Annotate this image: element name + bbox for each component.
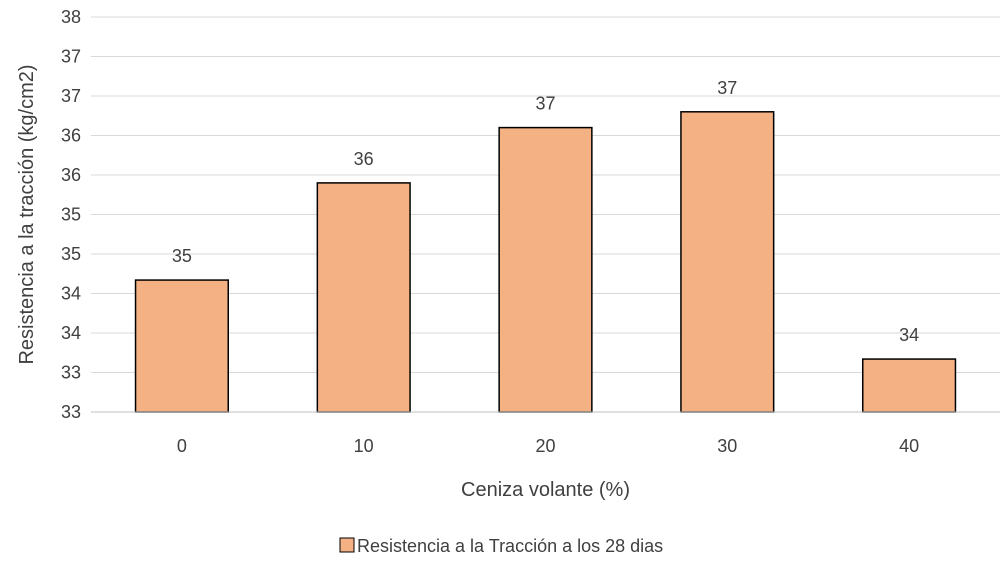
legend-swatch	[339, 537, 355, 553]
data-label: 37	[717, 78, 737, 98]
y-axis-ticks: 33 33 34 34 35 35 36 36 37 37 38	[61, 7, 81, 422]
y-tick-label: 36	[61, 126, 81, 146]
y-tick-label: 34	[61, 323, 81, 343]
data-label: 34	[899, 325, 919, 345]
x-tick-label: 20	[535, 436, 555, 456]
bar	[134, 279, 230, 413]
y-tick-label: 37	[61, 86, 81, 106]
x-tick-label: 0	[177, 436, 187, 456]
legend: Resistencia a la Tracción a los 28 dias	[339, 536, 663, 556]
y-tick-label: 35	[61, 244, 81, 264]
bar	[498, 126, 593, 413]
y-tick-label: 35	[61, 205, 81, 225]
y-tick-label: 38	[61, 7, 81, 27]
data-label: 36	[354, 149, 374, 169]
y-tick-label: 37	[61, 47, 81, 67]
y-tick-label: 33	[61, 363, 81, 383]
y-tick-label: 34	[61, 284, 81, 304]
y-axis-title: Resistencia a la tracción (kg/cm2)	[16, 64, 38, 364]
x-axis-ticks: 0 10 20 30 40	[177, 436, 919, 456]
y-tick-label: 36	[61, 165, 81, 185]
data-label: 35	[172, 246, 192, 266]
bar	[680, 111, 775, 413]
data-labels: 35 36 37 37 34	[172, 78, 919, 345]
bar	[861, 358, 957, 413]
x-tick-label: 40	[899, 436, 919, 456]
bars	[134, 111, 957, 413]
x-tick-label: 30	[717, 436, 737, 456]
data-label: 37	[535, 94, 555, 114]
y-tick-label: 33	[61, 402, 81, 422]
legend-label: Resistencia a la Tracción a los 28 dias	[357, 536, 663, 556]
x-tick-label: 10	[354, 436, 374, 456]
bar	[316, 182, 411, 413]
x-axis-title: Ceniza volante (%)	[461, 479, 630, 501]
